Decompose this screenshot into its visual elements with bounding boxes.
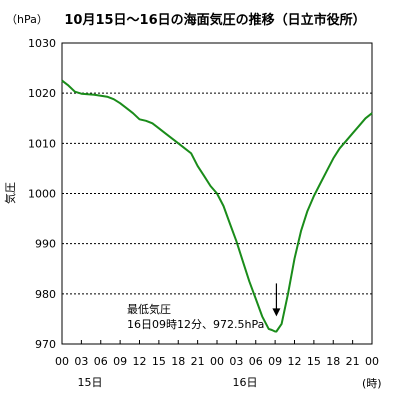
y-tick-label: 1000 <box>28 188 56 201</box>
pressure-series-line <box>61 79 373 333</box>
day-labels: 15日 16日 <box>78 376 258 389</box>
x-tick-label: 21 <box>346 355 360 368</box>
x-tick-label: 18 <box>326 355 340 368</box>
y-tick-label: 970 <box>35 338 56 351</box>
x-tick-label: 18 <box>171 355 185 368</box>
x-tick-label: 00 <box>210 355 224 368</box>
y-tick-label: 980 <box>35 288 56 301</box>
min-pressure-arrow <box>272 283 281 317</box>
x-tick-label: 09 <box>268 355 282 368</box>
arrow-head <box>272 308 281 317</box>
x-axis-ticks: 00 03 06 09 12 15 18 21 00 03 06 09 12 15 18 21 00 <box>55 340 379 368</box>
annotation-title: 最低気圧 <box>127 302 171 316</box>
x-tick-label: 09 <box>113 355 127 368</box>
x-tick-label: 03 <box>74 355 88 368</box>
annotation-detail: 16日09時12分、972.5hPa <box>127 318 264 331</box>
x-tick-label: 21 <box>191 355 205 368</box>
x-tick-label: 03 <box>229 355 243 368</box>
x-tick-label: 06 <box>249 355 263 368</box>
y-axis-label: 気圧 <box>3 182 17 204</box>
y-axis-ticks: 970 980 990 1000 1010 1020 1030 <box>28 37 56 351</box>
unit-label: （hPa） <box>6 13 48 26</box>
day-label: 16日 <box>233 376 258 389</box>
x-tick-label: 15 <box>152 355 166 368</box>
x-tick-label: 12 <box>288 355 302 368</box>
x-tick-label: 00 <box>365 355 379 368</box>
x-tick-label: 06 <box>94 355 108 368</box>
y-tick-label: 1010 <box>28 137 56 150</box>
day-label: 15日 <box>78 376 103 389</box>
y-tick-label: 1030 <box>28 37 56 50</box>
y-tick-label: 1020 <box>28 87 56 100</box>
x-tick-label: 15 <box>307 355 321 368</box>
y-tick-label: 990 <box>35 238 56 251</box>
x-unit-label: (時) <box>362 377 382 390</box>
chart-title: 10月15日〜16日の海面気圧の推移（日立市役所） <box>64 12 365 28</box>
x-tick-label: 00 <box>55 355 69 368</box>
x-tick-label: 12 <box>133 355 147 368</box>
